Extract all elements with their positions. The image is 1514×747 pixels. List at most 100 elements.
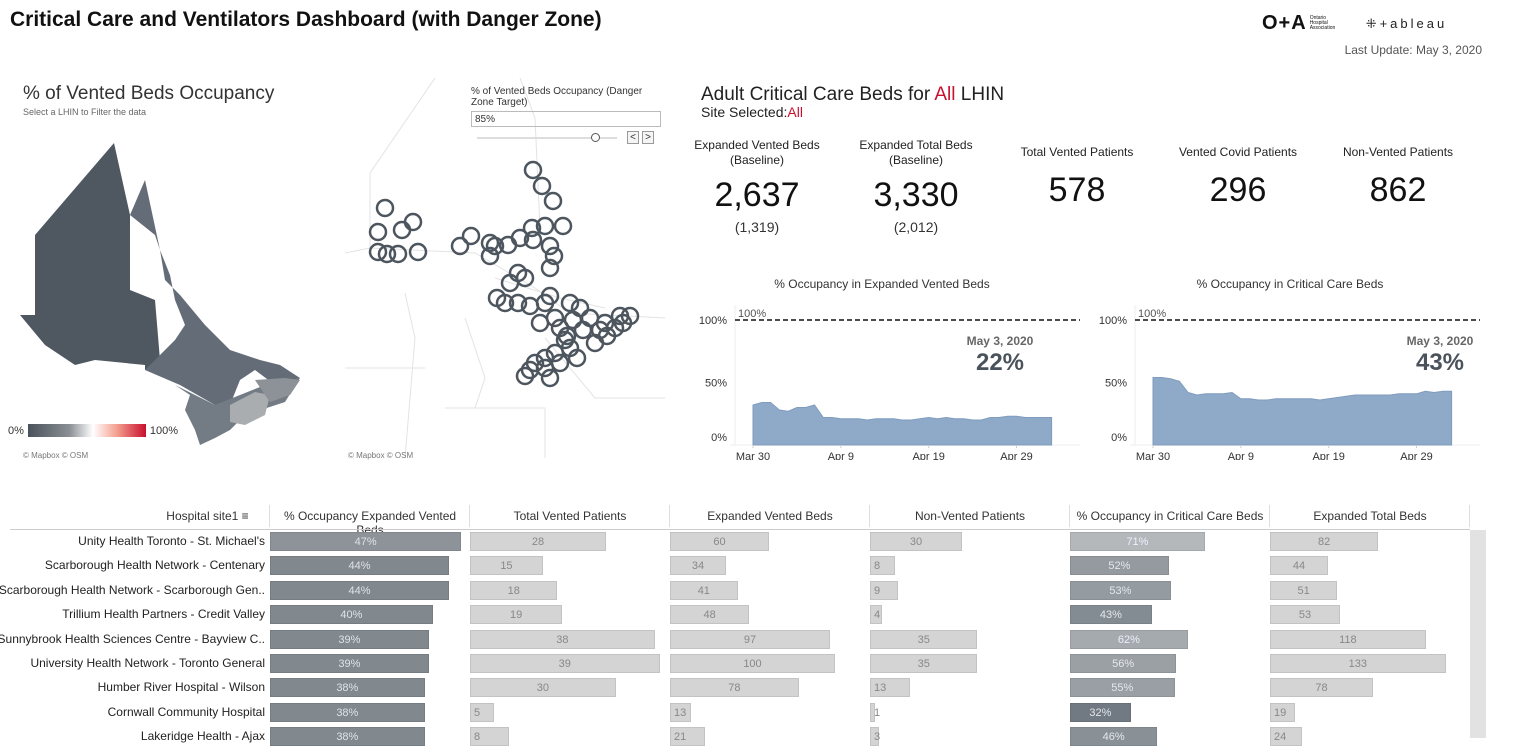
table-bar[interactable]: 13 xyxy=(670,703,691,722)
table-bar[interactable]: 8 xyxy=(870,556,895,575)
slider-prev-button[interactable]: < xyxy=(627,131,639,144)
table-bar[interactable]: 78 xyxy=(1270,678,1373,697)
hospital-name[interactable]: Sunnybrook Health Sciences Centre - Bayv… xyxy=(0,632,265,646)
hospital-site-marker[interactable] xyxy=(542,370,558,386)
hospital-site-marker[interactable] xyxy=(405,214,421,230)
table-bar[interactable]: 38% xyxy=(270,678,425,697)
table-bar[interactable]: 30 xyxy=(470,678,616,697)
hospital-name[interactable]: Unity Health Toronto - St. Michael's xyxy=(78,534,265,548)
table-bar[interactable]: 38 xyxy=(470,630,655,649)
table-bar[interactable]: 40% xyxy=(270,605,433,624)
table-bar[interactable]: 18 xyxy=(470,581,557,600)
hospital-name[interactable]: Humber River Hospital - Wilson xyxy=(98,680,265,694)
table-bar[interactable]: 39% xyxy=(270,630,429,649)
slider-next-button[interactable]: > xyxy=(642,131,654,144)
table-bar[interactable]: 100 xyxy=(670,654,835,673)
table-bar[interactable]: 15 xyxy=(470,556,543,575)
hospital-site-marker[interactable] xyxy=(562,295,578,311)
table-bar[interactable]: 44% xyxy=(270,581,449,600)
hospital-name[interactable]: Scarborough Health Network - Centenary xyxy=(45,558,265,572)
table-bar[interactable]: 78 xyxy=(670,678,799,697)
hospital-site-marker[interactable] xyxy=(565,312,581,328)
slider-handle[interactable] xyxy=(591,133,600,142)
table-bar[interactable]: 46% xyxy=(1070,727,1157,746)
hospital-site-marker[interactable] xyxy=(545,193,561,209)
table-bar[interactable]: 4 xyxy=(870,605,882,624)
hospital-site-marker[interactable] xyxy=(410,244,426,260)
table-bar[interactable]: 28 xyxy=(470,532,606,551)
table-bar[interactable]: 56% xyxy=(1070,654,1176,673)
hospital-site-marker[interactable] xyxy=(547,345,563,361)
table-bar[interactable]: 32% xyxy=(1070,703,1131,722)
table-bar[interactable]: 48 xyxy=(670,605,749,624)
table-bar[interactable]: 1 xyxy=(870,703,875,722)
hospital-site-marker[interactable] xyxy=(370,224,386,240)
table-bar[interactable]: 71% xyxy=(1070,532,1205,551)
column-header[interactable]: % Occupancy in Critical Care Beds xyxy=(1070,509,1270,523)
table-bar[interactable]: 39 xyxy=(470,654,660,673)
hospital-site-marker[interactable] xyxy=(534,178,550,194)
table-bar[interactable]: 38% xyxy=(270,703,425,722)
table-bar[interactable]: 35 xyxy=(870,630,977,649)
table-bar[interactable]: 44% xyxy=(270,556,449,575)
table-bar[interactable]: 34 xyxy=(670,556,726,575)
hospital-site-marker[interactable] xyxy=(555,218,571,234)
hospital-site-marker[interactable] xyxy=(525,162,541,178)
table-bar[interactable]: 3 xyxy=(870,727,879,746)
table-bar[interactable]: 39% xyxy=(270,654,429,673)
table-bar[interactable]: 5 xyxy=(470,703,494,722)
table-bar[interactable]: 19 xyxy=(470,605,562,624)
table-bar[interactable]: 60 xyxy=(670,532,769,551)
table-bar[interactable]: 13 xyxy=(870,678,910,697)
hospital-name[interactable]: Trillium Health Partners - Credit Valley xyxy=(62,607,265,621)
table-bar[interactable]: 97 xyxy=(670,630,830,649)
column-header[interactable]: Non-Vented Patients xyxy=(870,509,1070,523)
area-series[interactable] xyxy=(1153,378,1452,446)
hospital-site-marker[interactable] xyxy=(542,238,558,254)
table-bar[interactable]: 21 xyxy=(670,727,705,746)
table-bar[interactable]: 8 xyxy=(470,727,509,746)
row-header[interactable]: Hospital site1 ≡ xyxy=(150,509,265,523)
table-bar[interactable]: 19 xyxy=(1270,703,1295,722)
hospital-site-marker[interactable] xyxy=(575,322,591,338)
table-bar[interactable]: 62% xyxy=(1070,630,1188,649)
hospital-site-marker[interactable] xyxy=(532,315,548,331)
table-bar[interactable]: 55% xyxy=(1070,678,1175,697)
table-bar[interactable]: 9 xyxy=(870,581,898,600)
hospital-site-marker[interactable] xyxy=(547,310,563,326)
hospital-name[interactable]: University Health Network - Toronto Gene… xyxy=(30,656,265,670)
table-bar[interactable]: 38% xyxy=(270,727,425,746)
hospital-name[interactable]: Scarborough Health Network - Scarborough… xyxy=(0,583,265,597)
lhin-north-east xyxy=(130,180,300,405)
table-bar[interactable]: 47% xyxy=(270,532,461,551)
hospital-site-marker[interactable] xyxy=(463,228,479,244)
ontario-lhin-map[interactable] xyxy=(15,140,320,445)
column-header[interactable]: Total Vented Patients xyxy=(470,509,670,523)
table-bar[interactable]: 53% xyxy=(1070,581,1171,600)
table-bar[interactable]: 52% xyxy=(1070,556,1169,575)
hospital-name[interactable]: Cornwall Community Hospital xyxy=(108,705,265,719)
hospital-site-marker[interactable] xyxy=(537,360,553,376)
hospital-name[interactable]: Lakeridge Health - Ajax xyxy=(141,729,265,743)
table-bar[interactable]: 24 xyxy=(1270,727,1302,746)
table-bar[interactable]: 41 xyxy=(670,581,738,600)
table-bar[interactable]: 44 xyxy=(1270,556,1328,575)
area-series[interactable] xyxy=(753,403,1052,446)
table-bar[interactable]: 133 xyxy=(1270,654,1446,673)
table-bar[interactable]: 43% xyxy=(1070,605,1152,624)
danger-zone-input[interactable]: 85% xyxy=(471,111,661,127)
column-header[interactable]: Expanded Vented Beds xyxy=(670,509,870,523)
table-bar[interactable]: 51 xyxy=(1270,581,1337,600)
column-header[interactable]: Expanded Total Beds xyxy=(1270,509,1470,523)
hospital-site-marker[interactable] xyxy=(394,222,410,238)
table-scrollbar[interactable] xyxy=(1470,530,1486,738)
table-bar[interactable]: 30 xyxy=(870,532,962,551)
table-bar[interactable]: 82 xyxy=(1270,532,1378,551)
hospital-site-marker[interactable] xyxy=(390,246,406,262)
table-bar[interactable]: 118 xyxy=(1270,630,1426,649)
table-bar[interactable]: 35 xyxy=(870,654,977,673)
table-bar[interactable]: 53 xyxy=(1270,605,1340,624)
hospital-site-marker[interactable] xyxy=(377,200,393,216)
